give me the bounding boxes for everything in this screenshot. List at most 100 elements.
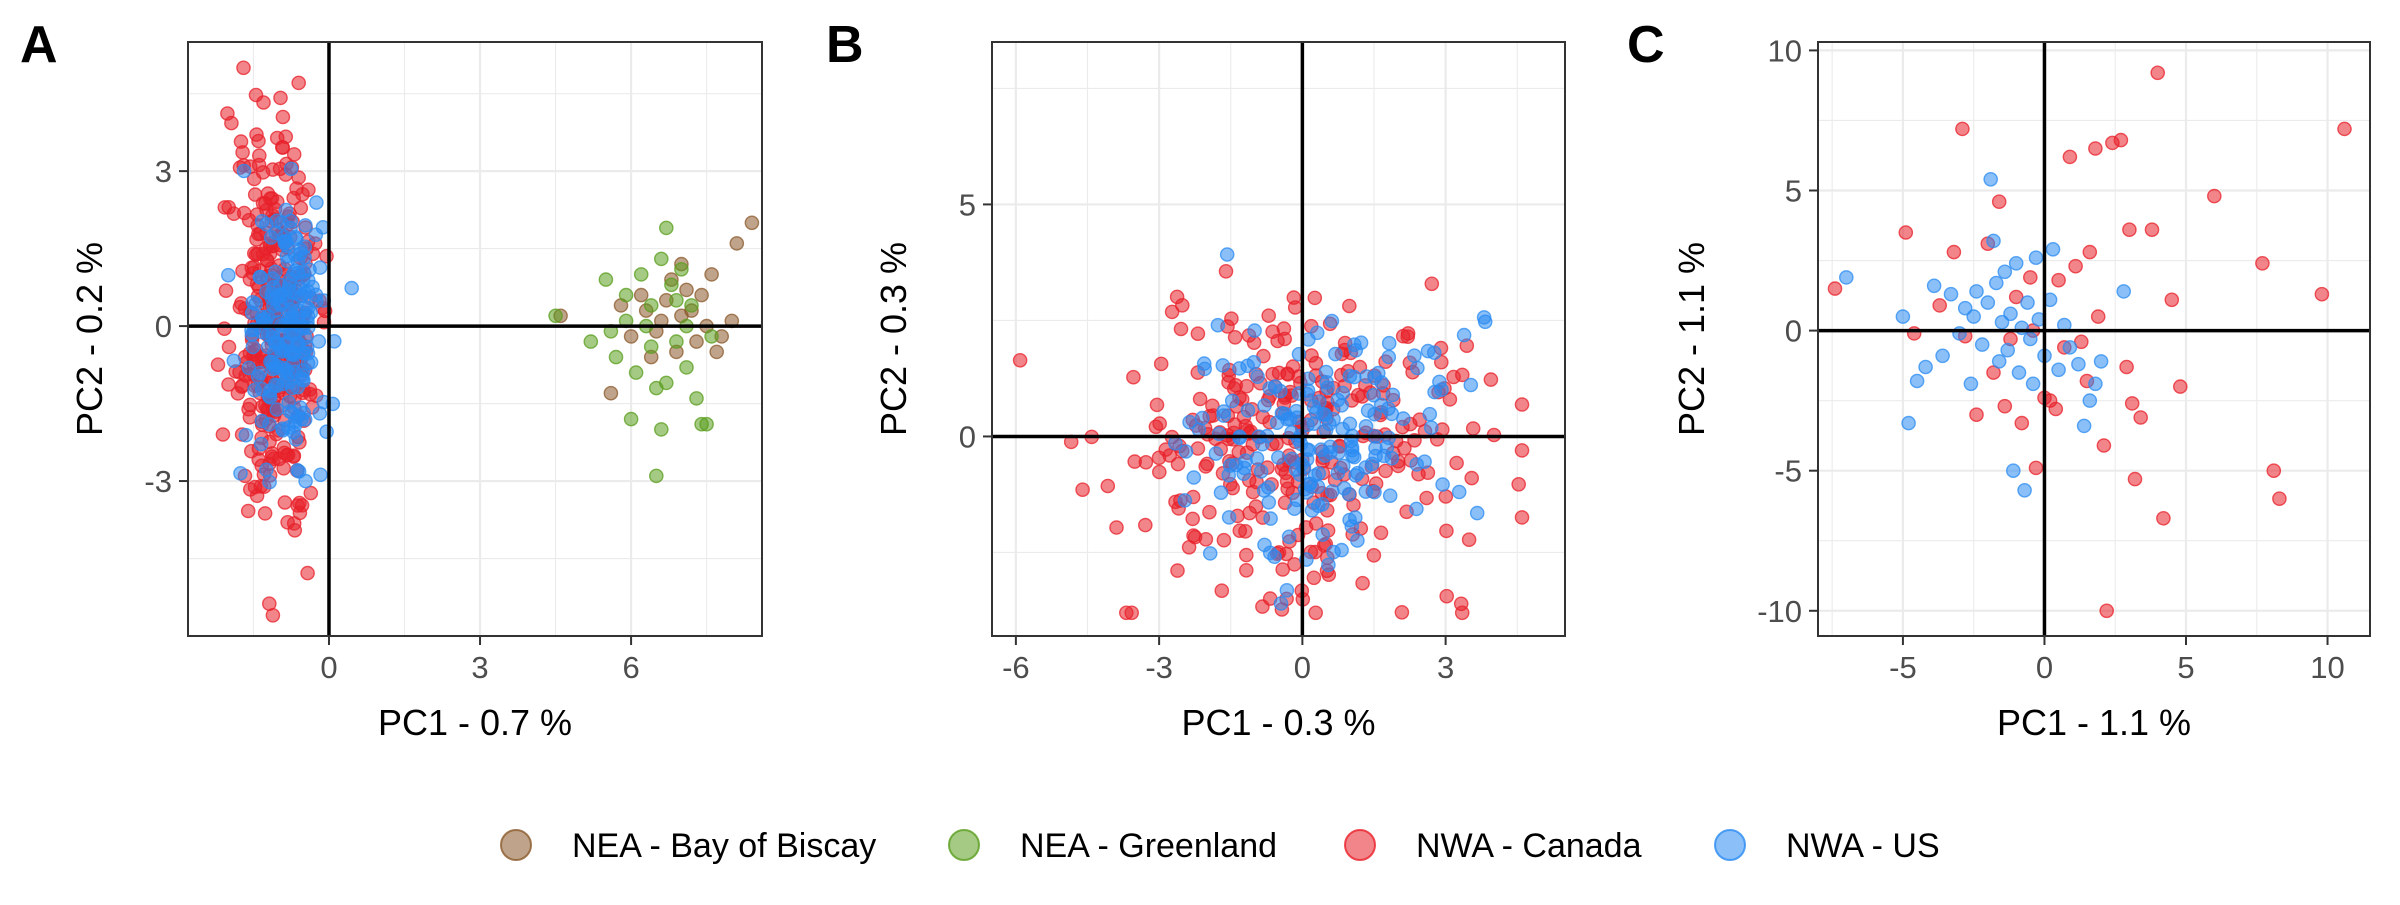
panel-a-point-nwa-us	[241, 360, 257, 376]
panel-a-point-nwa-canada	[241, 212, 257, 228]
legend-swatch-nea-bay-of-biscay	[500, 829, 532, 861]
panel-a-point-nwa-us	[308, 287, 324, 303]
panel-b-point-nwa-canada	[1280, 366, 1295, 382]
panel-c-point-nwa-us	[2000, 342, 2015, 358]
panel-a-point-nwa-us	[281, 395, 297, 410]
panel-c-point-nwa-canada	[2008, 289, 2024, 305]
panel-c-point-nwa-canada	[2082, 244, 2098, 260]
panel-b-point-nwa-us	[1240, 403, 1256, 418]
panel-a-point-nea-greenland	[649, 380, 664, 396]
panel-a-point-nwa-us	[252, 269, 268, 285]
panel-b-x-tick-label: 3	[1437, 650, 1454, 685]
panel-b-point-nwa-canada	[1227, 329, 1243, 345]
panel-c-point-nwa-us	[1839, 270, 1854, 285]
panel-a-point-nwa-canada	[248, 247, 264, 262]
panel-c-point-nwa-us	[2045, 241, 2061, 257]
panel-c-point-nwa-canada	[1898, 225, 1914, 240]
panel-b-point-nwa-canada	[1461, 532, 1477, 548]
panel-a-point-nwa-canada	[265, 608, 281, 623]
panel-c-point-nwa-us	[1909, 373, 1925, 389]
panel-a-point-nea-bay-of-biscay	[729, 236, 745, 251]
panel-c-point-nwa-canada	[2172, 379, 2188, 394]
panel-a-x-tick-label: 0	[320, 650, 337, 685]
panel-c-point-nwa-canada	[2048, 401, 2064, 417]
panel-b-point-nwa-us	[1257, 537, 1272, 553]
panel-b-point-nwa-us	[1256, 483, 1272, 498]
panel-a-point-nwa-canada	[273, 90, 288, 106]
panel-a-point-nwa-us	[295, 273, 311, 289]
panel-a-point-nea-greenland	[548, 308, 563, 324]
panel-b-point-nwa-us	[1267, 549, 1282, 565]
panel-c-point-nwa-canada	[2122, 222, 2137, 237]
panel-a-x-tick-label: 3	[471, 650, 488, 685]
panel-b-point-nwa-canada	[1439, 523, 1454, 539]
panel-b-point-nwa-canada	[1287, 300, 1303, 315]
panel-a-point-nwa-canada	[218, 283, 234, 299]
panel-b-point-nwa-canada	[1483, 372, 1499, 387]
panel-c-point-nwa-canada	[2150, 65, 2165, 81]
panel-b-point-nwa-canada	[1124, 605, 1139, 621]
panel-b-point-nwa-canada	[1170, 563, 1185, 578]
panel-c-point-nwa-us	[2014, 320, 2030, 336]
panel-b-point-nwa-canada	[1192, 391, 1208, 407]
panel-a-point-nwa-us	[281, 374, 297, 390]
panel-b-point-nwa-canada	[1400, 329, 1416, 345]
panel-a-point-nwa-us	[278, 202, 294, 218]
panel-b-point-nwa-us	[1427, 345, 1442, 361]
panel-c-point-nwa-canada	[2119, 359, 2134, 375]
panel-a-point-nwa-us	[266, 279, 281, 295]
panel-c-point-nwa-us	[2093, 354, 2109, 369]
panel-b-point-nwa-canada	[1214, 583, 1230, 599]
panel-a-point-nea-greenland	[583, 334, 599, 349]
panel-b-letter: B	[826, 16, 864, 74]
panel-b-point-nwa-us	[1358, 460, 1373, 475]
panel-c-point-nwa-canada	[2156, 510, 2171, 526]
panel-a-point-nwa-us	[344, 280, 360, 296]
panel-a-point-nwa-canada	[293, 200, 309, 216]
panel-c-point-nwa-us	[1969, 284, 1984, 299]
panel-c-x-tick-label: -5	[1889, 650, 1917, 685]
panel-b-point-nwa-us	[1263, 511, 1278, 526]
panel-c-point-nwa-us	[2025, 376, 2041, 392]
panel-c-point-nwa-canada	[2255, 255, 2270, 271]
panel-b-point-nwa-us	[1347, 369, 1362, 385]
panel-a-point-nwa-us	[245, 339, 261, 355]
panel-b-point-nwa-us	[1323, 445, 1338, 460]
panel-a-point-nwa-canada	[303, 485, 319, 501]
panel-b-point-nwa-canada	[1342, 298, 1357, 314]
panel-c-point-nwa-us	[2051, 362, 2066, 378]
panel-b-point-nwa-us	[1287, 501, 1302, 517]
panel-a-letter: A	[20, 16, 58, 74]
panel-b-point-nwa-canada	[1453, 596, 1469, 612]
panel-c-point-nwa-canada	[1969, 407, 1984, 423]
panel-a-point-nwa-us	[280, 254, 296, 269]
panel-b-point-nwa-canada	[1439, 588, 1454, 604]
panel-a-x-axis-title: PC1 - 0.7 %	[378, 702, 572, 743]
panel-b-point-nwa-canada	[1242, 505, 1257, 521]
panel-c-point-nwa-canada	[2088, 141, 2103, 156]
panel-c-point-nwa-canada	[2062, 149, 2078, 165]
panel-b-point-nwa-us	[1381, 335, 1397, 351]
panel-a-point-nwa-us	[319, 424, 334, 440]
panel-b-point-nwa-us	[1348, 468, 1363, 483]
panel-a-point-nwa-canada	[274, 139, 290, 155]
panel-b-point-nwa-us	[1350, 533, 1365, 548]
panel-a-point-nea-greenland	[659, 220, 674, 236]
panel-b-point-nwa-canada	[1464, 470, 1479, 486]
panel-b-point-nwa-us	[1409, 457, 1424, 472]
panel-b-point-nwa-canada	[1514, 397, 1530, 412]
panel-b-point-nwa-canada	[1308, 605, 1323, 621]
panel-a-point-nwa-us	[268, 264, 283, 280]
panel-b-x-tick-label: 0	[1294, 650, 1311, 685]
panel-b-point-nwa-canada	[1202, 504, 1217, 520]
panel-c-point-nwa-canada	[1906, 326, 1922, 341]
panel-a-point-nwa-canada	[226, 206, 242, 221]
legend-label-nwa-canada: NWA - Canada	[1416, 827, 1642, 865]
panel-a-point-nwa-us	[297, 239, 313, 254]
panel-a-point-nea-bay-of-biscay	[709, 344, 725, 360]
panel-b-point-nwa-canada	[1138, 517, 1153, 533]
panel-b-point-nwa-us	[1215, 358, 1231, 373]
panel-a-point-nea-bay-of-biscay	[689, 334, 704, 349]
panel-c-point-nwa-us	[2028, 250, 2044, 266]
panel-b-point-nwa-us	[1282, 411, 1298, 427]
